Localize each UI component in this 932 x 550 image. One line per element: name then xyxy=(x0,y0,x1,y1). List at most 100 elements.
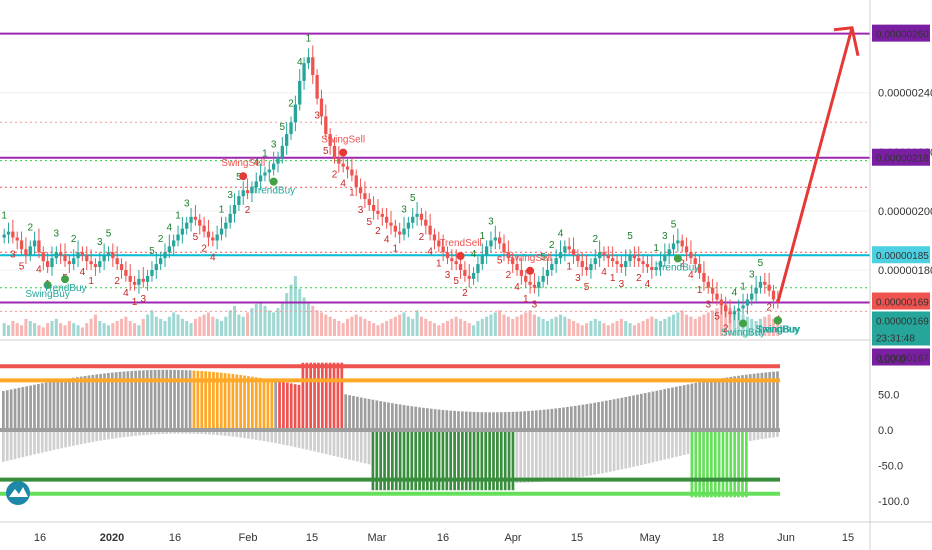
oscillator-bar xyxy=(99,430,102,441)
signal-count: 5 xyxy=(497,255,503,266)
oscillator-bar xyxy=(13,388,17,430)
oscillator-bar xyxy=(398,404,402,430)
volume-bar xyxy=(176,314,180,336)
volume-bar xyxy=(715,308,719,336)
oscillator-axis[interactable]: 100.0 50.0 0.0 -50.0 -100.0 xyxy=(878,354,909,508)
oscillator-bar xyxy=(546,430,550,482)
oscillator-bar xyxy=(558,430,561,480)
signal-count: 5 xyxy=(236,172,242,183)
volume-bar xyxy=(580,325,584,336)
volume-bar xyxy=(437,325,441,336)
oscillator-bar xyxy=(616,430,620,471)
oscillator-bar xyxy=(348,430,351,460)
oscillator-bar xyxy=(511,430,515,491)
candle-body xyxy=(476,264,480,273)
oscillator-bar xyxy=(655,390,659,430)
volume-bar xyxy=(102,323,106,336)
candle-body xyxy=(254,181,258,188)
oscillator-bar xyxy=(262,378,266,430)
candle-body xyxy=(380,213,384,217)
signal-count: 5 xyxy=(193,232,199,243)
oscillator-bar xyxy=(95,430,99,442)
oscillator-bar xyxy=(371,399,375,430)
candle-body xyxy=(506,252,511,259)
signal-count: 5 xyxy=(714,312,720,323)
price-badge xyxy=(872,311,930,329)
signal-count: 5 xyxy=(584,282,590,293)
candle-body xyxy=(241,190,245,197)
oscillator-bar xyxy=(142,370,145,430)
oscillator-bar xyxy=(192,370,196,430)
signal-count: 3 xyxy=(271,140,277,151)
oscillator-bar xyxy=(60,379,64,430)
candle-body xyxy=(724,305,728,312)
oscillator-bar xyxy=(760,430,764,440)
volume-bar xyxy=(324,314,328,336)
oscillator-bar xyxy=(453,410,456,430)
signal-count: 3 xyxy=(54,228,60,239)
oscillator-bar xyxy=(33,430,36,455)
oscillator-bar xyxy=(585,430,589,477)
candle-body xyxy=(676,240,680,244)
oscillator-bar xyxy=(515,430,519,484)
oscillator-bar xyxy=(17,430,21,459)
candle-body xyxy=(258,175,263,182)
oscillator-bar xyxy=(476,412,480,430)
oscillator-bar xyxy=(87,430,91,443)
volume-bar xyxy=(350,316,354,336)
candle-body xyxy=(85,255,89,262)
oscillator-bar xyxy=(145,430,149,435)
oscillator-bar xyxy=(2,391,5,430)
oscillator-bar xyxy=(359,397,363,430)
candle-body xyxy=(645,264,650,268)
volume-bar xyxy=(141,318,145,336)
oscillator-bar xyxy=(37,430,40,454)
oscillator-bar xyxy=(157,430,161,435)
oscillator-bar xyxy=(717,430,721,498)
oscillator-bar xyxy=(472,430,476,491)
candle-body xyxy=(511,258,515,265)
oscillator-bar xyxy=(243,375,246,430)
oscillator-bar xyxy=(663,389,667,430)
candle-body xyxy=(345,166,350,170)
candle-body xyxy=(341,163,345,167)
candle-body xyxy=(428,225,432,235)
signal-count: 3 xyxy=(706,300,712,311)
oscillator-bar xyxy=(309,430,313,451)
time-axis[interactable]: 16 2020 16 Feb 15 Mar 16 Apr 15 May 18 Jun 15 xyxy=(0,521,932,544)
oscillator-bar xyxy=(266,430,270,442)
oscillator-bar xyxy=(760,372,764,430)
price-axis[interactable]: 0.000002400.000002200.000002000.00000180… xyxy=(869,0,932,550)
signal-label: TrendBuy xyxy=(44,283,87,294)
signal-label: SwingBuy xyxy=(756,325,800,336)
oscillator-bar xyxy=(511,411,515,430)
candle-body xyxy=(702,272,706,282)
candle-body xyxy=(697,264,702,273)
volume-bar xyxy=(267,310,271,336)
signal-dot xyxy=(456,252,465,260)
oscillator-bar xyxy=(601,430,604,474)
oscillator-tick: -50.0 xyxy=(878,460,903,472)
volume-bar xyxy=(163,321,167,336)
volume-bar xyxy=(489,314,493,336)
volume-bar xyxy=(20,325,24,336)
volume-bar xyxy=(46,323,50,336)
oscillator-bar xyxy=(250,430,254,440)
candle-body xyxy=(211,237,215,241)
oscillator-bar xyxy=(153,369,157,430)
time-tick: 15 xyxy=(842,532,854,544)
volume-bar xyxy=(732,310,736,336)
volume-bar xyxy=(628,323,632,336)
forecast-arrow xyxy=(776,26,860,303)
oscillator-bar xyxy=(437,409,441,430)
candle-body xyxy=(693,258,697,265)
volume-bar xyxy=(619,318,623,336)
candle-body xyxy=(276,157,280,164)
candle-body xyxy=(41,252,45,262)
price-badge-text: 0.00000185 xyxy=(876,251,929,262)
volume-bar xyxy=(615,321,619,336)
price-tick: 0.00000200 xyxy=(878,206,932,218)
volume-bar xyxy=(506,316,510,336)
time-tick: May xyxy=(640,532,661,544)
volume-bar xyxy=(372,323,376,336)
